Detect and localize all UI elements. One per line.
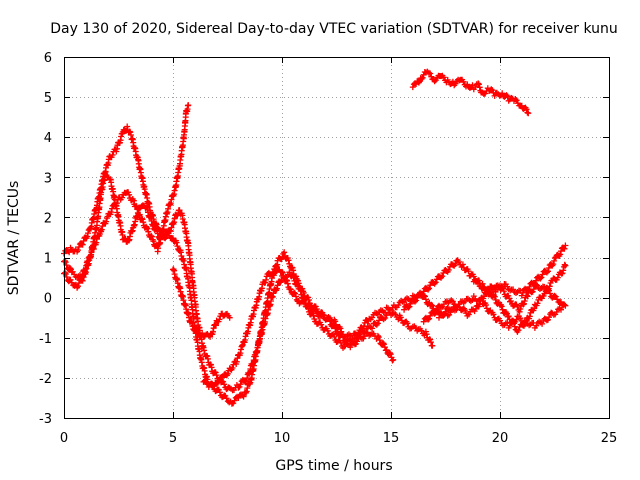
- data-series-track-9: [470, 261, 569, 335]
- grid-layer: [64, 57, 609, 418]
- plot-frame: [64, 57, 610, 419]
- y-tick-label: 1: [44, 252, 52, 267]
- x-tick-label: 5: [169, 431, 177, 446]
- y-tick-label: 2: [44, 211, 52, 226]
- y-tick-label: -1: [39, 332, 52, 347]
- y-tick-label: -3: [39, 412, 52, 427]
- data-series-track-10: [409, 68, 532, 117]
- x-tick-label: 15: [383, 431, 400, 446]
- y-tick-label: 0: [44, 292, 52, 307]
- data-point-markers: [409, 68, 532, 117]
- data-point-markers: [436, 293, 564, 331]
- chart-title: Day 130 of 2020, Sidereal Day-to-day VTE…: [50, 21, 618, 37]
- y-axis-label: SDTVAR / TECUs: [6, 181, 22, 296]
- data-point-markers: [470, 261, 569, 335]
- y-tick-label: 4: [44, 131, 52, 146]
- y-tick-label: 3: [44, 171, 52, 186]
- y-tick-label: -2: [39, 372, 52, 387]
- data-series-track-4: [170, 266, 233, 340]
- data-series-track-8: [436, 293, 564, 331]
- x-tick-label: 25: [601, 431, 618, 446]
- x-tick-label: 10: [274, 431, 291, 446]
- x-tick-label: 0: [60, 431, 68, 446]
- x-axis-label: GPS time / hours: [275, 458, 392, 474]
- data-point-markers: [170, 266, 233, 340]
- axis-layer: 0 5 10 15 20 25 -3 -2 -1 0 1 2 3 4 5 6: [39, 51, 617, 446]
- x-tick-label: 20: [492, 431, 509, 446]
- y-tick-label: 5: [44, 91, 52, 106]
- y-tick-label: 6: [44, 51, 52, 66]
- data-layer: [61, 68, 569, 407]
